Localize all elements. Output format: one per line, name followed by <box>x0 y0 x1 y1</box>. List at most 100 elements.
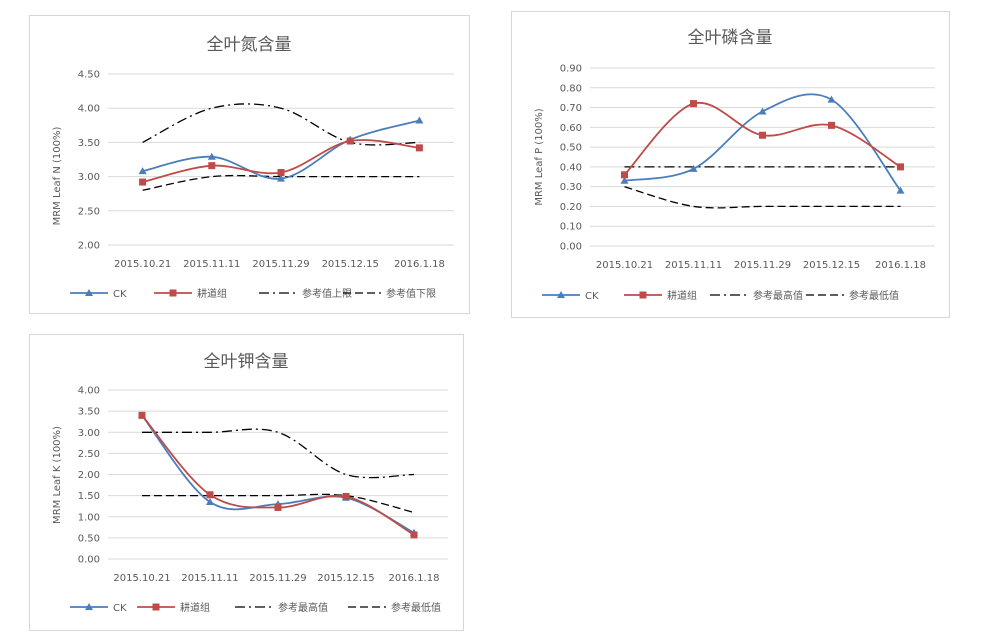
x-tick-label: 2016.1.18 <box>394 259 445 270</box>
legend-marker <box>85 603 93 610</box>
chart-svg-nitrogen: 全叶氮含量 MRM Leaf N (100%) 2.00 2.50 3.00 3.50… <box>52 35 454 300</box>
y-tick-label: 0.30 <box>560 182 582 193</box>
legend-item: 耕道组 <box>624 289 697 302</box>
series-1 <box>139 137 423 186</box>
data-point <box>415 116 424 124</box>
y-tick-label: 3.00 <box>78 428 100 439</box>
legend-item: 参考最高值 <box>235 601 328 614</box>
legend-label: 耕道组 <box>667 289 697 302</box>
y-tick-label: 0.70 <box>560 103 582 114</box>
data-point <box>206 497 214 505</box>
series-1 <box>621 100 904 179</box>
chart-panel-phosphorus: 全叶磷含量 MRM Leaf P (100%) 0.00 0.10 0.20 0.30… <box>511 11 950 318</box>
x-tick-label: 2016.1.18 <box>875 260 926 271</box>
legend-marker <box>557 291 565 298</box>
legend-label: 参考值下限 <box>386 287 436 300</box>
x-tick-label: 2015.12.15 <box>803 260 860 271</box>
y-tick-label: 0.20 <box>560 202 582 213</box>
data-point <box>207 152 216 160</box>
data-point <box>897 163 904 171</box>
data-point <box>827 95 836 103</box>
legend-label: 参考最低值 <box>849 289 899 302</box>
data-point <box>620 176 629 184</box>
x-tick-label: 2015.11.11 <box>665 260 722 271</box>
legend-label: 参考值上限 <box>302 287 352 300</box>
data-point <box>274 503 282 511</box>
data-point <box>342 492 350 500</box>
data-point <box>206 491 214 499</box>
y-tick-label: 4.00 <box>78 386 100 397</box>
chart-title: 全叶钾含量 <box>204 352 289 372</box>
data-point <box>689 164 698 172</box>
y-axis-label: MRM Leaf P (100%) <box>534 108 545 205</box>
series-3 <box>142 493 415 514</box>
x-tick-label: 2015.12.15 <box>322 259 379 270</box>
legend-item: 耕道组 <box>154 287 227 300</box>
legend-label: 参考最高值 <box>278 601 328 614</box>
data-point <box>139 178 147 186</box>
x-tick-label: 2016.1.18 <box>389 573 440 584</box>
y-tick-label: 1.00 <box>78 512 100 523</box>
series-line <box>142 103 420 146</box>
data-point <box>410 531 418 539</box>
y-tick-label: 0.90 <box>560 64 582 75</box>
data-point <box>621 171 628 179</box>
y-tick-label: 4.00 <box>78 104 100 115</box>
series-2 <box>141 428 415 479</box>
legend-item: CK <box>542 291 599 302</box>
y-tick-label: 2.50 <box>78 449 100 460</box>
chart-svg-potassium: 全叶钾含量 MRM Leaf K (100%) 0.00 0.50 1.00 1.50… <box>52 352 448 614</box>
x-tick-label: 2015.11.29 <box>252 259 309 270</box>
series-line <box>141 428 415 479</box>
y-tick-label: 0.80 <box>560 83 582 94</box>
legend-item: 参考最高值 <box>710 289 803 302</box>
legend-item: 参考最低值 <box>348 601 441 614</box>
y-tick-label: 3.00 <box>78 172 100 183</box>
y-tick-label: 3.50 <box>78 138 100 149</box>
data-point <box>208 162 216 170</box>
y-tick-label: 1.50 <box>78 491 100 502</box>
legend-item: CK <box>70 603 127 614</box>
y-tick-label: 0.50 <box>560 143 582 154</box>
legend-item: 参考值下限 <box>343 287 436 300</box>
chart-svg-phosphorus: 全叶磷含量 MRM Leaf P (100%) 0.00 0.10 0.20 0.30… <box>534 28 935 302</box>
legend-item: 参考值上限 <box>259 287 352 300</box>
legend-label: 参考最高值 <box>753 289 803 302</box>
legend-marker <box>639 291 647 299</box>
legend-marker <box>152 603 160 611</box>
x-tick-label: 2015.11.29 <box>734 260 791 271</box>
y-tick-label: 0.00 <box>78 555 100 566</box>
legend-label: 耕道组 <box>180 601 210 614</box>
y-tick-label: 3.50 <box>78 407 100 418</box>
series-2 <box>142 103 420 146</box>
chart-title: 全叶氮含量 <box>207 35 292 55</box>
x-tick-label: 2015.10.21 <box>596 260 653 271</box>
y-tick-label: 0.60 <box>560 123 582 134</box>
y-axis-label: MRM Leaf K (100%) <box>52 426 63 524</box>
legend-label: CK <box>113 289 127 300</box>
x-tick-label: 2015.11.11 <box>183 259 240 270</box>
y-tick-label: 2.00 <box>78 241 100 252</box>
data-point <box>758 107 767 115</box>
legend-item: CK <box>70 289 127 300</box>
legend-label: 参考最低值 <box>391 601 441 614</box>
data-point <box>690 100 697 108</box>
y-tick-label: 4.50 <box>78 70 100 81</box>
data-point <box>346 137 354 145</box>
x-tick-label: 2015.10.21 <box>114 259 171 270</box>
legend-marker <box>169 289 177 297</box>
y-tick-label: 0.10 <box>560 222 582 233</box>
data-point <box>138 167 147 175</box>
legend-label: 耕道组 <box>197 287 227 300</box>
data-point <box>277 168 285 176</box>
y-tick-label: 2.00 <box>78 470 100 481</box>
y-tick-label: 0.40 <box>560 162 582 173</box>
data-point <box>138 411 146 419</box>
y-tick-label: 0.50 <box>78 533 100 544</box>
chart-title: 全叶磷含量 <box>688 28 773 48</box>
x-tick-label: 2015.10.21 <box>113 573 170 584</box>
legend-item: 参考最低值 <box>806 289 899 302</box>
x-tick-label: 2015.11.29 <box>249 573 306 584</box>
chart-panel-potassium: 全叶钾含量 MRM Leaf K (100%) 0.00 0.50 1.00 1.50… <box>29 334 464 631</box>
series-line <box>624 186 901 209</box>
